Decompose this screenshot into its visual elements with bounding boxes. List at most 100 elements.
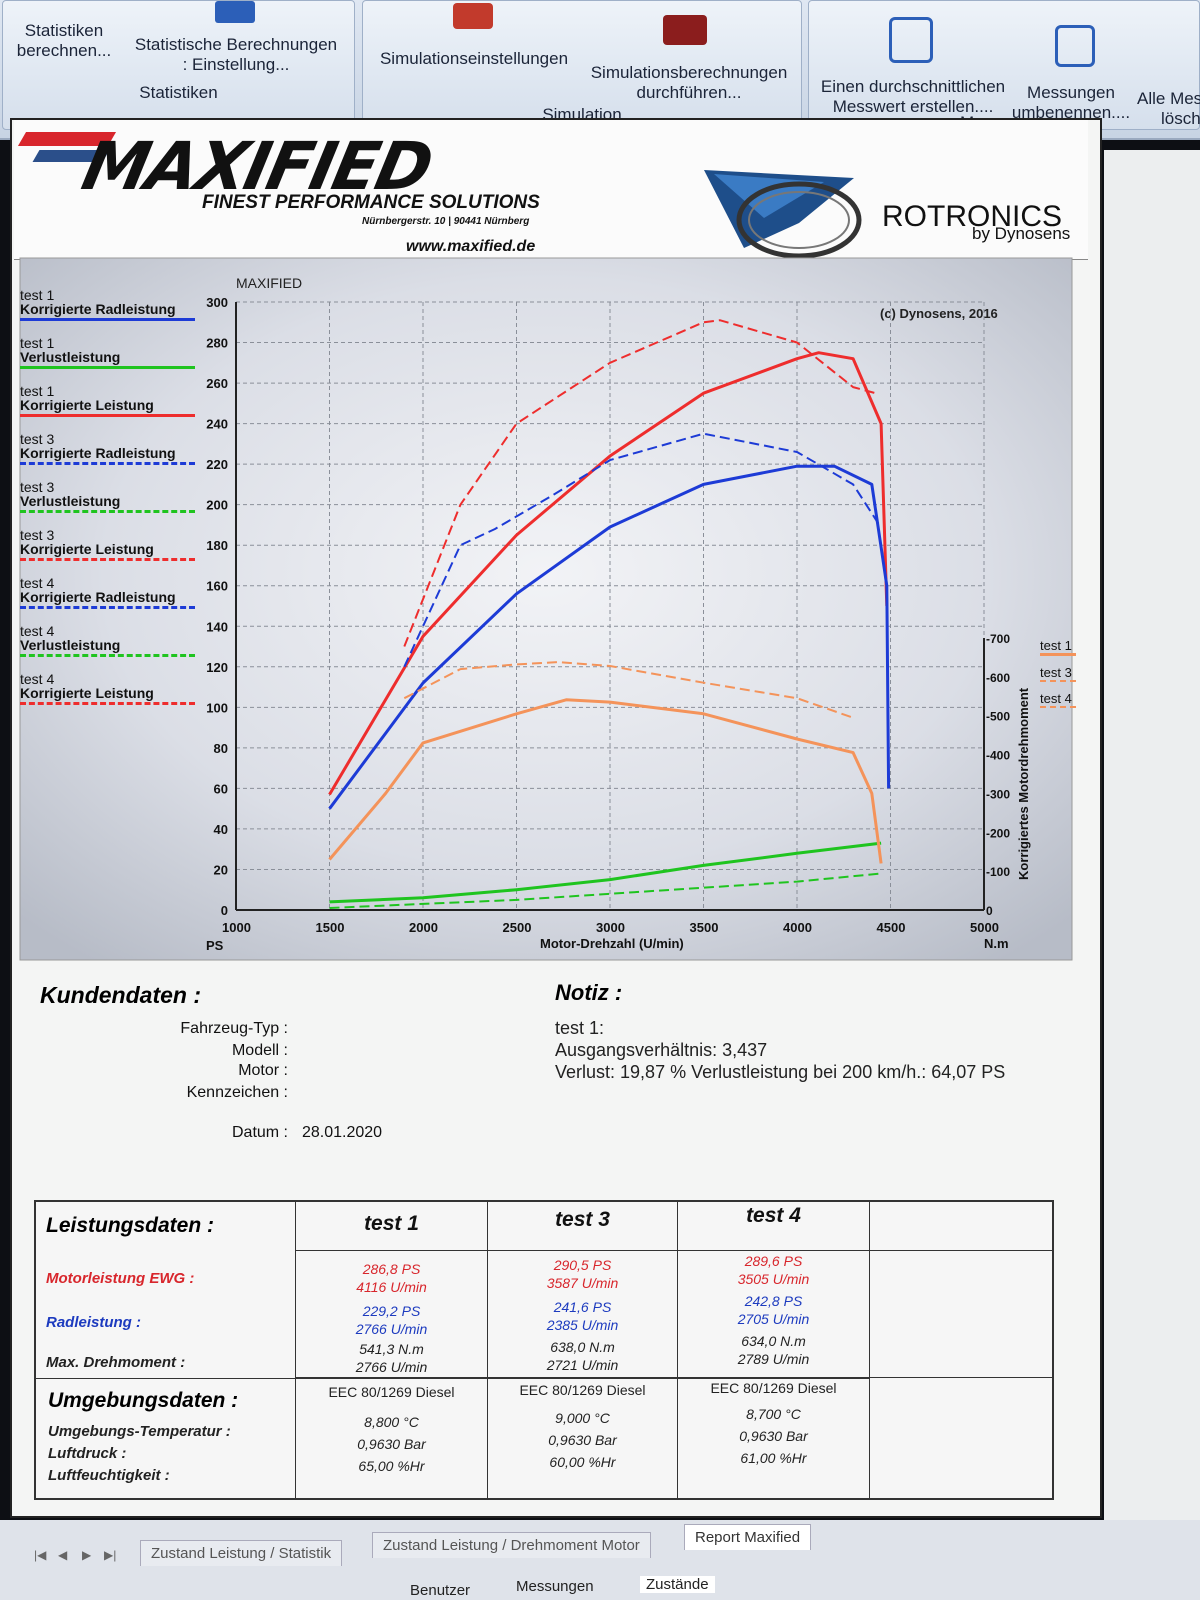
test1-header: test 1: [364, 1212, 419, 1235]
legend-series-name: Verlustleistung: [20, 349, 121, 365]
btn-line1: Statistische Berechnungen: [134, 35, 338, 54]
bottom-tab-messungen[interactable]: Messungen: [516, 1578, 594, 1595]
test3-column: test 3 290,5 PS 3587 U/min 241,6 PS 2385…: [488, 1202, 678, 1378]
drehmoment-label: Max. Drehmoment :: [46, 1354, 186, 1371]
nav-first-icon[interactable]: |◀: [34, 1548, 47, 1562]
test1-motor-ps: 286,8 PS: [362, 1261, 421, 1277]
chart-legend: test 1 Korrigierte Radleistung test 1 Verlu…: [20, 288, 205, 720]
notiz-line-2: Ausgangsverhältnis: 3,437: [555, 1040, 768, 1060]
simulationseinstellungen-button[interactable]: Simulationseinstellungen: [369, 49, 579, 69]
legend-test-name: test 3: [20, 527, 55, 543]
simulation-settings-icon: [453, 3, 493, 29]
btn-line1: Einen durchschnittlichen: [820, 77, 1006, 96]
legend-series-name: Verlustleistung: [20, 637, 121, 653]
luftfeuchtigkeit-label: Luftfeuchtigkeit :: [48, 1467, 170, 1484]
legend-test-name: test 4: [20, 671, 55, 687]
kundendaten-title: Kundendaten :: [40, 982, 201, 1008]
nav-last-icon[interactable]: ▶|: [104, 1548, 117, 1562]
test1-rad-rpm: 2766 U/min: [355, 1321, 428, 1337]
test3-env: EEC 80/1269 Diesel 9,000 °C 0,9630 Bar 6…: [488, 1378, 678, 1498]
sheet-tab-bar: |◀ ◀ ▶ ▶| Zustand Leistung / Statistik Z…: [0, 1520, 1200, 1600]
logo-address: Nürnbergerstr. 10 | 90441 Nürnberg: [362, 216, 530, 227]
umgebungsdaten-title: Umgebungsdaten :: [48, 1389, 239, 1412]
notiz-title: Notiz :: [555, 980, 623, 1005]
test1-druck: 0,9630 Bar: [357, 1436, 426, 1452]
test1-norm: EEC 80/1269 Diesel: [328, 1384, 455, 1400]
motor-label: Motor :: [238, 1062, 288, 1079]
test3-motor-rpm: 3587 U/min: [546, 1275, 619, 1291]
simulationsberechnungen-button[interactable]: Simulationsberechnungen durchführen...: [579, 63, 799, 103]
legend-test-name: test 1: [20, 383, 55, 399]
legend-item: test 3 Korrigierte Leistung: [20, 528, 205, 561]
test4-rad-ps: 242,8 PS: [744, 1293, 803, 1309]
test4-druck: 0,9630 Bar: [739, 1428, 808, 1444]
temperatur-label: Umgebungs-Temperatur :: [48, 1423, 231, 1440]
test1-column: test 1 286,8 PS 4116 U/min 229,2 PS 2766…: [296, 1202, 488, 1378]
legend-swatch: [20, 654, 195, 657]
btn-line1: Simulationseinstellungen: [379, 49, 569, 68]
legend-swatch: [20, 318, 195, 321]
btn-line1: Simulationsberechnungen: [590, 63, 788, 82]
test3-moment-rpm: 2721 U/min: [546, 1357, 619, 1373]
legend-item: test 4 Korrigierte Radleistung: [20, 576, 205, 609]
test3-motor-ps: 290,5 PS: [553, 1257, 612, 1273]
nav-prev-icon[interactable]: ◀: [58, 1548, 68, 1562]
tab-report-maxified[interactable]: Report Maxified: [684, 1524, 812, 1550]
legend-series-name: Korrigierte Leistung: [20, 685, 154, 701]
test4-temp: 8,700 °C: [746, 1406, 801, 1422]
test1-rad-ps: 229,2 PS: [362, 1303, 421, 1319]
test4-feuchte: 61,00 %Hr: [740, 1450, 807, 1466]
btn-line1: Statistiken: [24, 21, 104, 40]
legend-swatch: [20, 510, 195, 513]
legend-test-name: test 4: [20, 575, 55, 591]
right-background: [1104, 150, 1200, 1520]
test3-feuchte: 60,00 %Hr: [549, 1454, 616, 1470]
rotronics-by: by Dynosens: [972, 224, 1071, 243]
legend-item: test 4 Korrigierte Leistung: [20, 672, 205, 705]
modell-label: Modell :: [231, 1042, 288, 1059]
test1-env: EEC 80/1269 Diesel 8,800 °C 0,9630 Bar 6…: [296, 1378, 488, 1498]
legend-series-name: Korrigierte Leistung: [20, 397, 154, 413]
bottom-tab-zustaende[interactable]: Zustände: [640, 1576, 715, 1593]
legend-series-name: Korrigierte Radleistung: [20, 301, 176, 317]
report-header: MAXIFIED FINEST PERFORMANCE SOLUTIONS Nü…: [14, 120, 1088, 260]
btn-line1: Messungen: [1027, 83, 1115, 102]
legend-series-name: Korrigierte Radleistung: [20, 445, 176, 461]
alle-messungen-loeschen-button[interactable]: Alle Mes lösch: [1137, 89, 1200, 129]
nav-next-icon[interactable]: ▶: [82, 1548, 92, 1562]
notiz-line-1: test 1:: [555, 1018, 605, 1038]
test4-column: test 4 289,6 PS 3505 U/min 242,8 PS 2705…: [678, 1202, 870, 1378]
messungen-umbenennen-button[interactable]: Messungen umbenennen....: [1009, 83, 1133, 123]
legend-swatch: [20, 558, 195, 561]
statistiken-berechnen-button[interactable]: Statistiken berechnen...: [9, 21, 119, 61]
test3-moment-nm: 638,0 N.m: [550, 1339, 615, 1355]
average-measurement-icon: [889, 17, 933, 63]
legend-test-name: test 1: [20, 287, 55, 303]
legend-series-name: Verlustleistung: [20, 493, 121, 509]
legend-item: test 1 Korrigierte Leistung: [20, 384, 205, 417]
statistische-berechnungen-button[interactable]: Statistische Berechnungen : Einstellung.…: [121, 35, 351, 75]
logo-tagline: FINEST PERFORMANCE SOLUTIONS: [202, 192, 540, 213]
test4-header: test 4: [746, 1204, 801, 1227]
torque-legend-item: test 4: [1040, 691, 1076, 708]
legend-item: test 3 Korrigierte Radleistung: [20, 432, 205, 465]
test4-motor-ps: 289,6 PS: [744, 1253, 803, 1269]
legend-series-name: Korrigierte Radleistung: [20, 589, 176, 605]
test4-motor-rpm: 3505 U/min: [737, 1271, 810, 1287]
durchschnittlichen-messwert-button[interactable]: Einen durchschnittlichen Messwert erstel…: [815, 77, 1011, 117]
tab-zustand-leistung-drehmoment[interactable]: Zustand Leistung / Drehmoment Motor: [372, 1532, 651, 1558]
tab-zustand-leistung-statistik[interactable]: Zustand Leistung / Statistik: [140, 1540, 343, 1566]
test1-temp: 8,800 °C: [364, 1414, 419, 1430]
legend-swatch: [20, 414, 195, 417]
notiz-line-3: Verlust: 19,87 % Verlustleistung bei 200…: [555, 1062, 1006, 1082]
legend-test-name: test 1: [20, 335, 55, 351]
legend-item: test 3 Verlustleistung: [20, 480, 205, 513]
simulation-run-icon: [663, 15, 707, 45]
test4-norm: EEC 80/1269 Diesel: [710, 1380, 837, 1396]
fahrzeug-typ-label: Fahrzeug-Typ :: [180, 1020, 288, 1037]
luftdruck-label: Luftdruck :: [48, 1445, 127, 1462]
btn-line2: Messwert erstellen....: [832, 97, 994, 116]
test3-temp: 9,000 °C: [555, 1410, 610, 1426]
bottom-tab-benutzer[interactable]: Benutzer: [410, 1582, 471, 1599]
test3-rad-ps: 241,6 PS: [553, 1299, 612, 1315]
